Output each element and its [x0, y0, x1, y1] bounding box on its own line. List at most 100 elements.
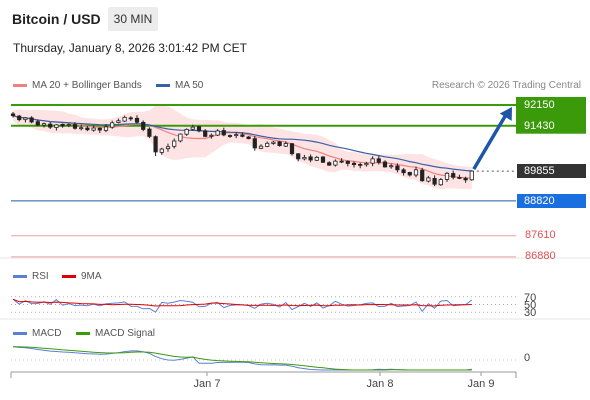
rsi-ma-line: [12, 298, 472, 307]
candle: [227, 134, 233, 138]
legend-ma50-label: MA 50: [175, 80, 204, 91]
candle: [271, 140, 276, 145]
candle: [395, 163, 400, 173]
rsi-ma-swatch: [62, 274, 76, 278]
macd-panel: 0: [11, 346, 530, 371]
candle: [203, 129, 208, 138]
candle: [91, 125, 96, 132]
candle: [451, 170, 456, 180]
candle: [159, 147, 164, 155]
credit-text: Research © 2026 Trading Central: [431, 80, 581, 91]
support-label: 86880: [525, 249, 556, 262]
macd-signal-line: [12, 346, 472, 371]
candle: [333, 159, 338, 167]
x-tick-label: Jan 9: [468, 378, 495, 390]
candle: [302, 154, 307, 161]
candle: [252, 135, 257, 151]
candle: [178, 133, 183, 143]
candle: [240, 132, 245, 138]
candle: [364, 161, 369, 167]
rsi-level-label: 30: [524, 307, 536, 319]
macd-signal-swatch: [76, 331, 90, 335]
candle: [209, 133, 214, 139]
candle: [85, 126, 90, 132]
legend-macd-label: MACD: [32, 328, 62, 339]
legend-ma20-label: MA 20 + Bollinger Bands: [32, 80, 142, 91]
candle: [420, 167, 425, 182]
candle: [66, 123, 71, 128]
candle: [165, 143, 171, 152]
rsi-swatch: [13, 274, 27, 278]
trend-arrow: [472, 106, 512, 170]
candle: [339, 158, 344, 164]
candle: [438, 178, 443, 186]
candle: [10, 112, 16, 118]
candle: [97, 127, 102, 134]
candle: [103, 123, 109, 133]
legend-rsi-ma-label: 9MA: [81, 271, 102, 282]
macd-level-label: 0: [524, 352, 530, 364]
support-label: 87610: [525, 228, 556, 241]
candle: [283, 141, 288, 147]
candle: [184, 128, 189, 136]
legend-rsi-ma: 9MA: [62, 271, 102, 282]
bollinger-bands: [13, 105, 472, 190]
candle: [289, 142, 295, 156]
candle: [457, 174, 462, 180]
resistance-badge: 91430: [517, 118, 586, 133]
macd-swatch: [13, 331, 27, 335]
candle: [463, 176, 468, 183]
candle: [54, 124, 59, 131]
legend-rsi-label: RSI: [32, 271, 49, 282]
legend-macd-signal-label: MACD Signal: [95, 328, 156, 339]
candle: [48, 122, 53, 129]
current-price-badge: 89855: [517, 164, 586, 179]
candle: [376, 155, 381, 165]
ma50-swatch: [156, 83, 170, 87]
candle: [308, 154, 313, 163]
legend-ma20: MA 20 + Bollinger Bands: [13, 80, 142, 91]
candle: [469, 170, 474, 181]
candle: [196, 126, 202, 133]
candle: [382, 160, 388, 168]
candle: [407, 171, 412, 177]
legend-macd-signal: MACD Signal: [76, 328, 155, 339]
candle: [60, 123, 65, 128]
candle: [345, 160, 350, 167]
candle: [234, 132, 239, 139]
candle: [401, 168, 406, 176]
candle: [265, 141, 270, 148]
candle: [215, 129, 220, 137]
candle: [23, 117, 28, 123]
candle: [327, 161, 332, 166]
trend-arrow-head: [499, 106, 512, 121]
candle: [122, 115, 127, 122]
candle: [432, 175, 437, 187]
candle: [79, 124, 84, 131]
candle: [314, 155, 319, 162]
candle: [147, 127, 152, 139]
candle: [190, 124, 195, 131]
candle: [128, 116, 133, 121]
x-tick-label: Jan 7: [194, 378, 221, 390]
rsi-line: [12, 298, 473, 313]
candle: [320, 156, 326, 164]
chart-title: Bitcoin / USD: [12, 11, 101, 27]
candle: [153, 135, 158, 156]
candle: [358, 162, 363, 169]
macd-line: [12, 346, 472, 371]
candle: [17, 114, 22, 122]
legend-rsi: RSI: [13, 271, 49, 282]
trend-arrow-shaft: [472, 112, 509, 170]
candle: [258, 144, 264, 150]
x-tick-label: Jan 8: [367, 378, 394, 390]
timeframe-selector[interactable]: 30 MIN: [108, 7, 158, 31]
candle: [41, 122, 47, 128]
candle: [296, 153, 301, 162]
pivot-badge: 88820: [517, 193, 586, 208]
candle: [141, 120, 146, 132]
chart-frame: [0, 257, 590, 378]
timestamp: Thursday, January 8, 2026 3:01:42 PM CET: [13, 41, 247, 55]
